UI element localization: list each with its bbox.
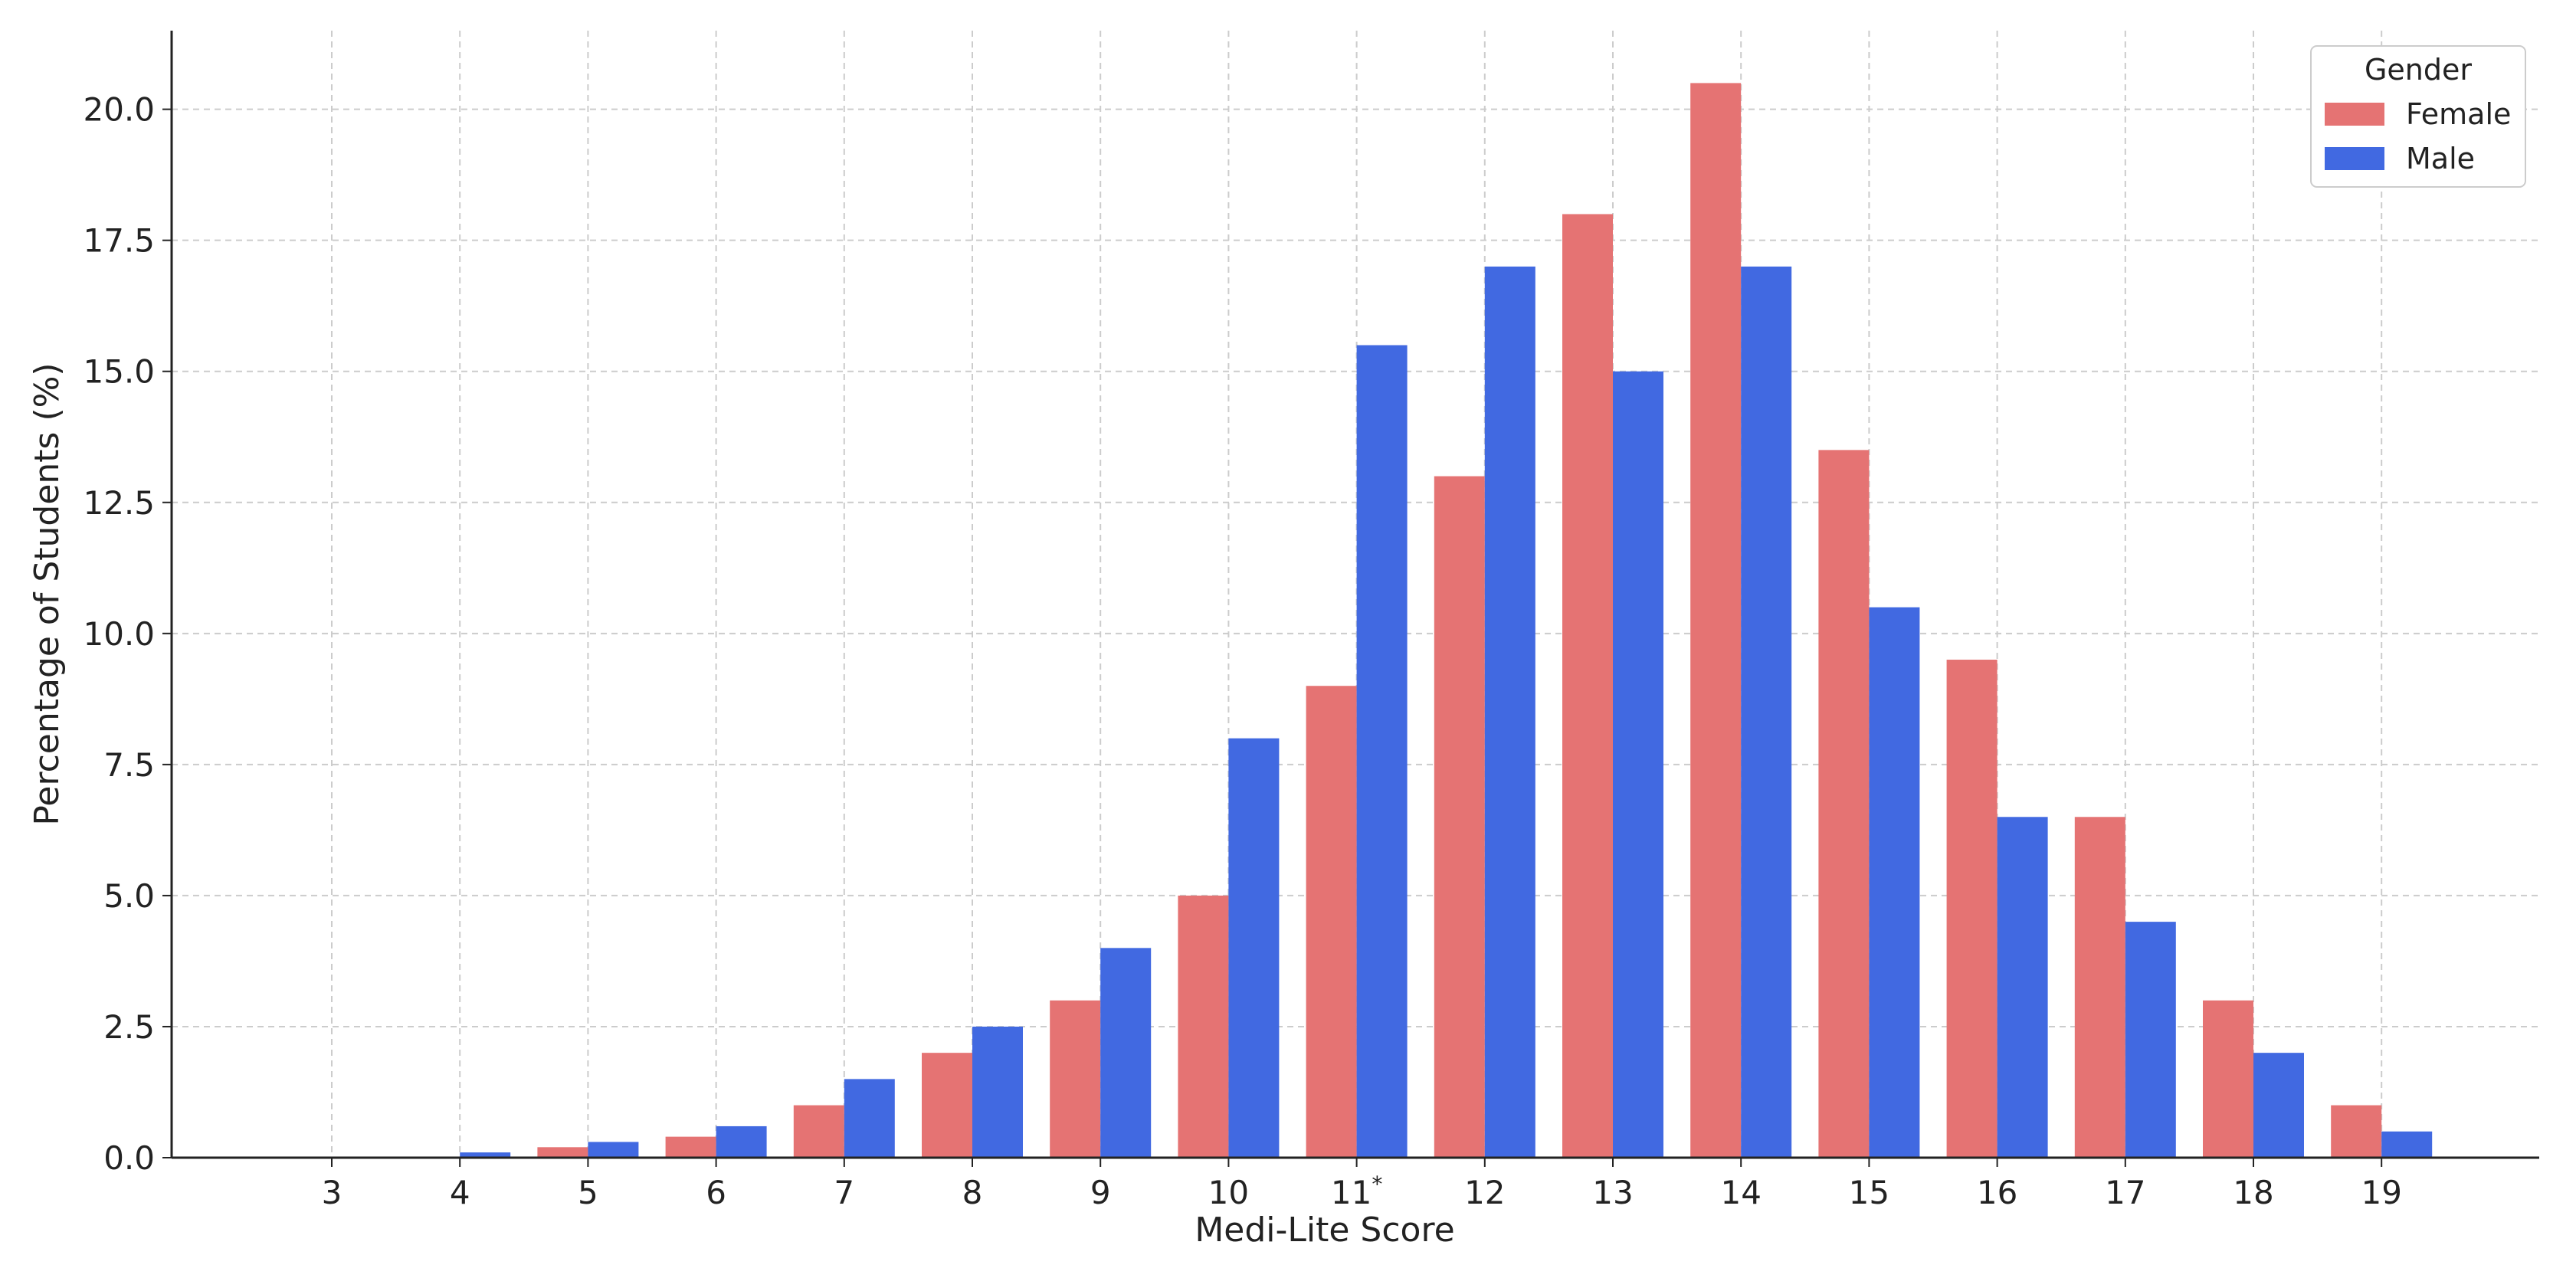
x-tick-label: 18 xyxy=(2233,1174,2273,1211)
bar-female-5 xyxy=(537,1147,588,1158)
bar-male-17 xyxy=(2125,922,2176,1158)
y-tick-label: 17.5 xyxy=(83,222,155,260)
bar-female-11 xyxy=(1306,686,1357,1158)
x-tick-label: 4 xyxy=(450,1174,470,1211)
x-tick-label: 9 xyxy=(1090,1174,1111,1211)
bar-male-14 xyxy=(1741,266,1792,1158)
x-tick-label: 12 xyxy=(1464,1174,1505,1211)
bar-male-18 xyxy=(2253,1053,2304,1158)
bar-male-15 xyxy=(1869,607,1920,1158)
legend-items: Female Male xyxy=(2325,97,2511,175)
bar-male-11 xyxy=(1356,345,1408,1158)
legend: Gender Female Male xyxy=(2310,45,2526,188)
y-tick-label: 20.0 xyxy=(83,91,155,129)
x-tick-label: 3 xyxy=(322,1174,342,1211)
y-tick-label: 2.5 xyxy=(103,1008,155,1046)
bar-female-17 xyxy=(2074,817,2125,1158)
y-tick-labels: 0.0 2.5 5.0 7.5 10.0 12.5 15.0 17.5 20.0 xyxy=(83,91,172,1177)
x-tick-label: 14 xyxy=(1720,1174,1761,1211)
x-tick-label: 8 xyxy=(962,1174,983,1211)
legend-swatch-female xyxy=(2325,103,2384,126)
x-tick-label: 7 xyxy=(834,1174,854,1211)
y-axis-title: Percentage of Students (%) xyxy=(28,362,67,825)
bars xyxy=(460,83,2433,1158)
x-tick-label: 15 xyxy=(1849,1174,1889,1211)
y-tick-label: 7.5 xyxy=(103,746,155,784)
axes xyxy=(170,31,2539,1159)
y-tick-label: 5.0 xyxy=(103,877,155,915)
x-tick-label: 17 xyxy=(2105,1174,2145,1211)
y-tick-label: 0.0 xyxy=(103,1139,155,1177)
bar-male-5 xyxy=(588,1142,639,1158)
bar-male-4 xyxy=(460,1152,511,1158)
x-tick-label: 16 xyxy=(1977,1174,2017,1211)
x-tick-label: 19 xyxy=(2361,1174,2401,1211)
bar-male-12 xyxy=(1484,266,1535,1158)
bar-male-9 xyxy=(1100,948,1152,1158)
legend-label-male: Male xyxy=(2406,142,2475,175)
x-axis-title: Medi-Lite Score xyxy=(1195,1211,1454,1250)
bar-female-16 xyxy=(1946,660,1998,1158)
bar-male-16 xyxy=(1997,817,2048,1158)
y-tick-label: 12.5 xyxy=(83,484,155,522)
x-tick-label: 13 xyxy=(1592,1174,1633,1211)
legend-title: Gender xyxy=(2365,53,2472,87)
y-tick-label: 15.0 xyxy=(83,353,155,391)
y-tick-label: 10.0 xyxy=(83,615,155,653)
x-tick-label: 6 xyxy=(706,1174,726,1211)
legend-swatch-male xyxy=(2325,147,2384,170)
bar-female-14 xyxy=(1690,83,1742,1158)
bar-female-15 xyxy=(1818,450,1870,1158)
bar-male-7 xyxy=(844,1079,895,1158)
bar-male-19 xyxy=(2381,1131,2433,1158)
bar-female-8 xyxy=(922,1053,972,1158)
bar-female-6 xyxy=(665,1136,716,1158)
legend-label-female: Female xyxy=(2406,97,2511,131)
bar-female-10 xyxy=(1178,895,1229,1158)
bar-male-10 xyxy=(1228,738,1280,1158)
x-tick-label: 10 xyxy=(1208,1174,1249,1211)
bar-female-7 xyxy=(793,1105,844,1158)
x-tick-label: 5 xyxy=(578,1174,598,1211)
bar-male-8 xyxy=(972,1026,1023,1158)
x-tick-mark-annotation: * xyxy=(1372,1171,1382,1197)
bar-female-12 xyxy=(1434,476,1485,1158)
bar-male-13 xyxy=(1613,371,1663,1158)
bar-male-6 xyxy=(716,1125,767,1158)
bar-female-9 xyxy=(1050,1000,1101,1158)
bar-female-13 xyxy=(1562,214,1613,1158)
bar-female-18 xyxy=(2203,1000,2253,1158)
x-tick-label: 11* xyxy=(1331,1171,1382,1211)
bar-female-19 xyxy=(2331,1105,2382,1158)
x-tick-labels: 3 4 5 6 7 8 9 10 11* 12 13 14 15 16 17 18 19 xyxy=(322,1158,2402,1211)
